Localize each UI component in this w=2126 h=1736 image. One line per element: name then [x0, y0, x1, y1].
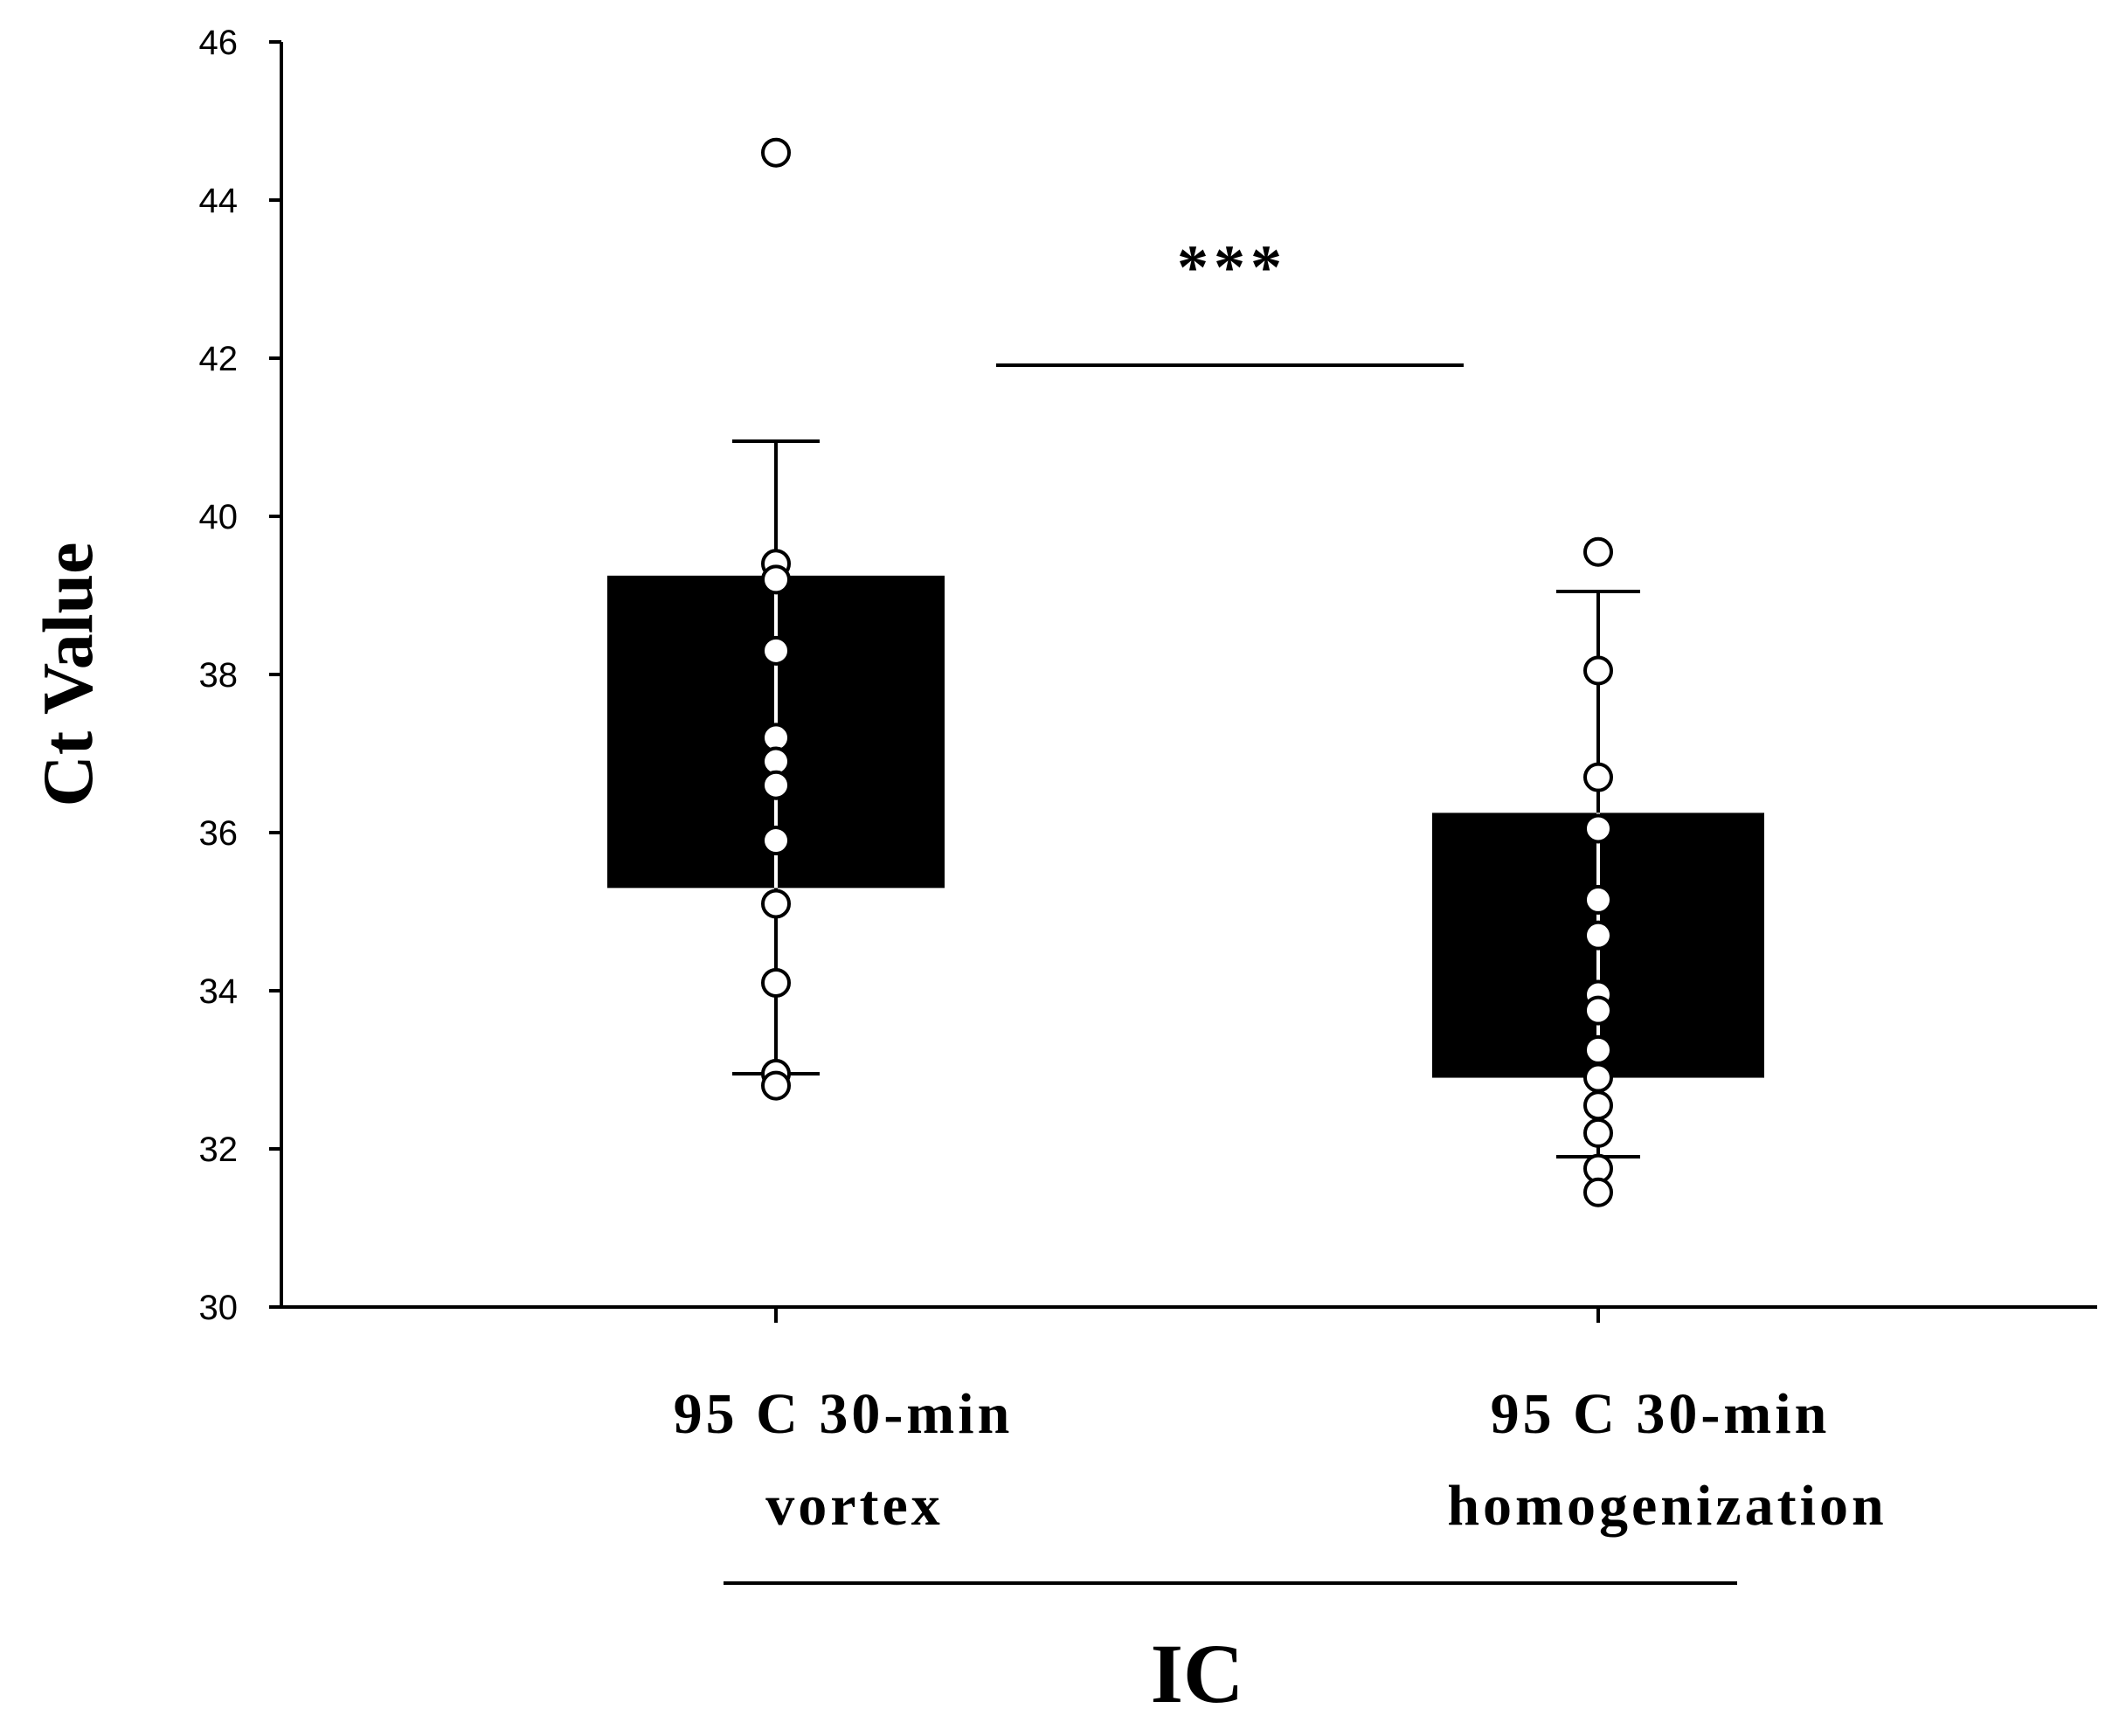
data-point: [761, 635, 791, 666]
significance-label: ***: [1177, 232, 1287, 302]
y-tick-label: 38: [199, 656, 239, 695]
y-tick-label: 30: [199, 1289, 239, 1327]
x-axis: [281, 1305, 2097, 1323]
data-point: [761, 826, 791, 856]
data-point: [1583, 995, 1613, 1026]
data-point: [1583, 1034, 1613, 1065]
y-tick-label: 36: [199, 814, 239, 853]
data-point: [761, 967, 791, 998]
y-tick-label: 46: [199, 24, 239, 62]
data-point: [1583, 1117, 1613, 1148]
y-axis-title: Ct Value: [28, 542, 107, 806]
data-point: [1583, 1090, 1613, 1121]
data-points: [761, 137, 1613, 1207]
data-point: [761, 889, 791, 919]
data-point: [761, 137, 791, 168]
data-point: [761, 770, 791, 800]
data-point: [1583, 813, 1613, 844]
y-tick-label: 32: [199, 1131, 239, 1169]
data-point: [1583, 655, 1613, 686]
category-label-2-line2: homogenization: [1447, 1474, 1887, 1538]
data-point: [1583, 1177, 1613, 1207]
data-point: [1583, 1062, 1613, 1093]
category-label-1-line1: 95 C 30-min: [674, 1382, 1014, 1446]
data-point: [1583, 920, 1613, 951]
y-axis: 30 32 34 36 38 40 42 44 46: [199, 24, 283, 1327]
group-label: IC: [1151, 1627, 1244, 1720]
category-label-2-line1: 95 C 30-min: [1491, 1382, 1831, 1446]
data-point: [761, 564, 791, 595]
category-label-1-line2: vortex: [765, 1474, 944, 1538]
data-point: [1583, 762, 1613, 792]
y-tick-label: 44: [199, 182, 239, 220]
data-point: [1583, 536, 1613, 567]
data-point: [761, 1070, 791, 1101]
data-point: [1583, 884, 1613, 915]
y-tick-label: 34: [199, 972, 239, 1011]
y-tick-label: 42: [199, 340, 239, 378]
y-tick-label: 40: [199, 498, 239, 536]
